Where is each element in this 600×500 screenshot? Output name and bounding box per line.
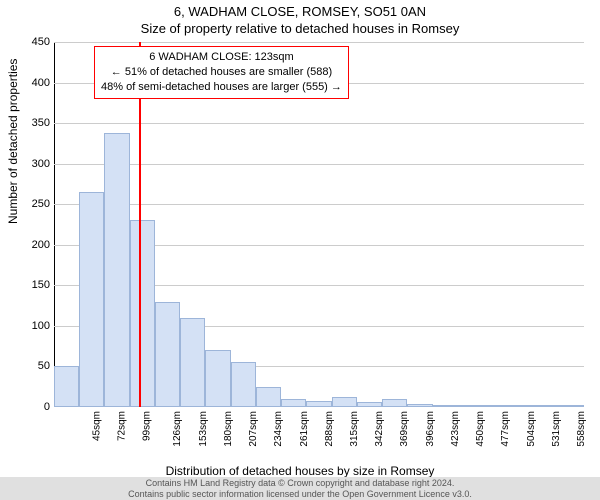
y-tick-label: 200: [32, 239, 50, 251]
x-tick-label: 531sqm: [551, 411, 562, 447]
histogram-bar: [256, 387, 281, 407]
grid-line: [54, 123, 584, 124]
x-tick-label: 153sqm: [198, 411, 209, 447]
y-tick-label: 100: [32, 320, 50, 332]
grid-line: [54, 42, 584, 43]
histogram-bar: [559, 405, 584, 407]
histogram-bar: [104, 133, 129, 407]
x-tick-label: 234sqm: [273, 411, 284, 447]
y-axis-line: [54, 42, 55, 407]
chart-container: 6, WADHAM CLOSE, ROMSEY, SO51 0AN Size o…: [0, 0, 600, 500]
y-tick-label: 50: [38, 360, 50, 372]
y-tick-label: 250: [32, 198, 50, 210]
chart-title: 6, WADHAM CLOSE, ROMSEY, SO51 0AN: [0, 0, 600, 19]
y-tick-label: 400: [32, 77, 50, 89]
histogram-bar: [306, 401, 331, 407]
x-tick-label: 72sqm: [116, 411, 127, 441]
histogram-bar: [458, 405, 483, 407]
x-tick-label: 423sqm: [450, 411, 461, 447]
histogram-bar: [54, 366, 79, 407]
footer-line-2: Contains public sector information licen…: [4, 489, 596, 499]
histogram-bar: [483, 405, 508, 407]
x-tick-label: 126sqm: [172, 411, 183, 447]
y-tick-label: 450: [32, 36, 50, 48]
annotation-box: 6 WADHAM CLOSE: 123sqm← 51% of detached …: [94, 46, 349, 99]
footer-line-1: Contains HM Land Registry data © Crown c…: [4, 478, 596, 488]
annotation-line: 6 WADHAM CLOSE: 123sqm: [101, 50, 342, 65]
annotation-line: 48% of semi-detached houses are larger (…: [101, 80, 342, 95]
histogram-bar: [534, 405, 559, 407]
histogram-bar: [205, 350, 230, 407]
grid-line: [54, 204, 584, 205]
annotation-line: ← 51% of detached houses are smaller (58…: [101, 65, 342, 80]
histogram-bar: [281, 399, 306, 407]
x-tick-label: 504sqm: [526, 411, 537, 447]
histogram-bar: [508, 405, 533, 407]
x-tick-label: 207sqm: [248, 411, 259, 447]
x-tick-label: 261sqm: [299, 411, 310, 447]
histogram-bar: [332, 397, 357, 407]
histogram-bar: [231, 362, 256, 407]
histogram-bar: [130, 220, 155, 407]
histogram-bar: [433, 405, 458, 407]
y-tick-label: 150: [32, 279, 50, 291]
x-tick-label: 342sqm: [374, 411, 385, 447]
x-axis-label: Distribution of detached houses by size …: [0, 464, 600, 478]
x-tick-label: 45sqm: [91, 411, 102, 441]
histogram-bar: [79, 192, 104, 407]
x-tick-label: 558sqm: [576, 411, 587, 447]
x-tick-label: 450sqm: [475, 411, 486, 447]
x-tick-label: 180sqm: [223, 411, 234, 447]
y-axis-label: Number of detached properties: [6, 59, 20, 224]
x-tick-label: 288sqm: [324, 411, 335, 447]
x-tick-label: 477sqm: [501, 411, 512, 447]
histogram-bar: [180, 318, 205, 407]
x-tick-label: 369sqm: [400, 411, 411, 447]
histogram-bar: [357, 402, 382, 407]
y-tick-label: 350: [32, 117, 50, 129]
y-tick-label: 0: [44, 401, 50, 413]
histogram-bar: [407, 404, 432, 407]
y-tick-label: 300: [32, 158, 50, 170]
grid-line: [54, 164, 584, 165]
x-tick-label: 315sqm: [349, 411, 360, 447]
histogram-bar: [382, 399, 407, 407]
x-tick-label: 396sqm: [425, 411, 436, 447]
histogram-bar: [155, 302, 180, 407]
footer-attribution: Contains HM Land Registry data © Crown c…: [0, 477, 600, 500]
chart-subtitle: Size of property relative to detached ho…: [0, 21, 600, 36]
x-tick-label: 99sqm: [142, 411, 153, 441]
plot-area: 05010015020025030035040045045sqm72sqm99s…: [54, 42, 584, 407]
